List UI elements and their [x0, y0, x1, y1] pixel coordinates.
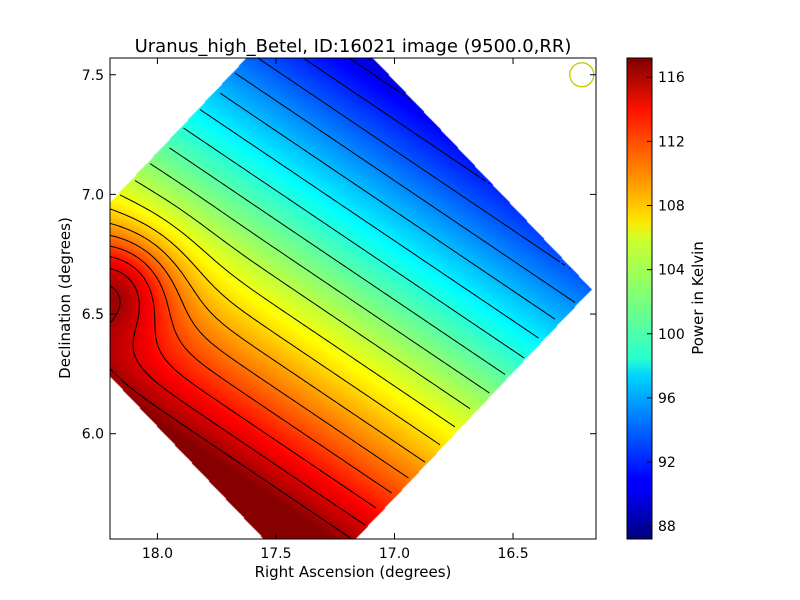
y-axis-label: Declination (degrees) — [56, 217, 74, 379]
colorbar-label: Power in Kelvin — [689, 241, 707, 355]
contour-lines — [110, 58, 576, 539]
y-tick-label: 7.0 — [82, 187, 104, 203]
y-tick-label: 7.5 — [82, 68, 104, 84]
colorbar-tick-label: 92 — [658, 455, 676, 471]
contour-line — [110, 234, 409, 479]
contour-line — [110, 268, 366, 526]
x-tick-label: 17.0 — [379, 546, 410, 562]
colorbar-tick-label: 112 — [658, 134, 685, 150]
colorbar — [626, 57, 653, 540]
contour-line — [234, 72, 576, 303]
contour-line — [219, 92, 556, 320]
contour-line — [110, 245, 392, 494]
contour-line — [110, 208, 441, 446]
x-tick-label: 18.0 — [142, 546, 173, 562]
plot-area-frame — [109, 57, 597, 540]
contour-line — [134, 180, 471, 410]
contour-line — [302, 58, 491, 185]
colorbar-tick-label: 96 — [658, 391, 676, 407]
contour-line — [149, 163, 490, 394]
colorbar-tick-label: 88 — [658, 519, 676, 535]
x-tick-label: 17.5 — [260, 546, 291, 562]
contour-line — [169, 147, 506, 375]
colorbar-tick-label: 104 — [658, 263, 685, 279]
contour-line — [257, 58, 571, 270]
x-tick-label: 16.5 — [497, 546, 528, 562]
colorbar-ticks: 88 92 96 100 104 108 112 116 — [647, 70, 685, 535]
heatmap-image — [110, 58, 596, 539]
y-axis-ticks: 6.0 6.5 7.0 7.5 — [82, 68, 596, 443]
x-axis-label: Right Ascension (degrees) — [255, 563, 452, 581]
chart-title: Uranus_high_Betel, ID:16021 image (9500.… — [135, 36, 572, 57]
colorbar-tick-label: 108 — [658, 199, 685, 215]
contour-line — [110, 285, 351, 539]
contour-line — [183, 127, 525, 359]
x-axis-ticks: 18.0 17.5 17.0 16.5 — [142, 58, 529, 562]
contour-line — [110, 222, 426, 463]
contour-line — [119, 194, 456, 428]
colorbar-tick-label: 116 — [658, 70, 685, 86]
contour-line — [199, 109, 539, 339]
colorbar-tick-label: 100 — [658, 327, 685, 343]
contour-line — [110, 256, 377, 509]
y-tick-label: 6.5 — [82, 307, 104, 323]
y-tick-label: 6.0 — [82, 427, 104, 443]
